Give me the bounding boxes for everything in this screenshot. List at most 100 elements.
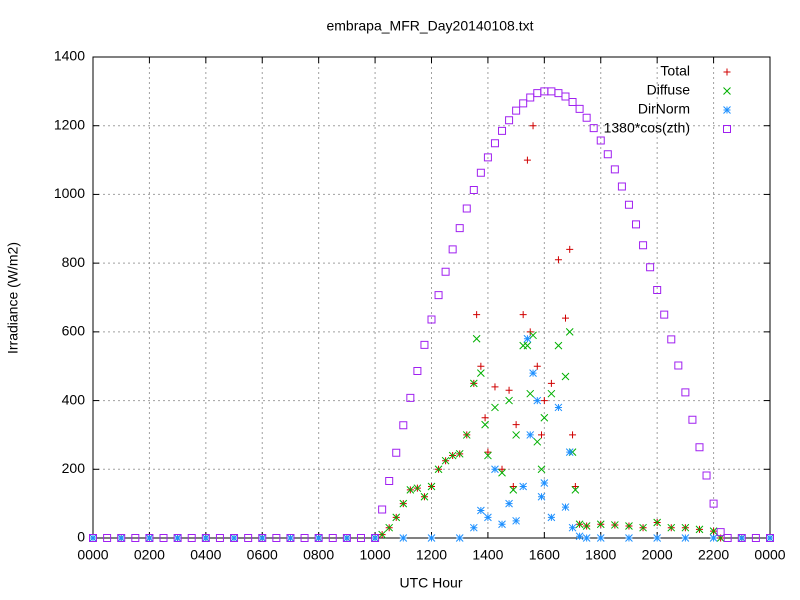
data-point: [540, 479, 549, 487]
data-point: [533, 89, 542, 98]
data-point: [519, 482, 528, 491]
y-tick-label: 600: [62, 323, 86, 339]
data-point: [230, 534, 238, 542]
data-point: [258, 534, 267, 542]
data-point: [481, 414, 489, 422]
data-point: [575, 104, 584, 113]
x-tick-label: 1600: [529, 547, 560, 563]
data-point: [554, 403, 563, 412]
data-point: [766, 534, 774, 542]
data-point: [561, 314, 569, 322]
data-point: [427, 315, 436, 324]
data-point: [537, 465, 546, 474]
data-point: [498, 520, 506, 529]
data-point: [568, 523, 577, 532]
data-point: [300, 534, 309, 542]
data-point: [582, 534, 591, 542]
y-tick-label: 1000: [54, 185, 85, 201]
data-point: [695, 525, 704, 534]
legend-label: 1380*cos(zth): [604, 120, 690, 136]
data-point: [617, 182, 626, 191]
y-tick-label: 200: [62, 460, 86, 476]
data-point: [498, 126, 507, 135]
data-point: [519, 99, 528, 108]
data-point: [477, 362, 485, 370]
data-point: [378, 505, 387, 514]
data-point: [674, 361, 683, 370]
y-tick-label: 1200: [54, 116, 85, 132]
data-point: [103, 534, 112, 542]
data-point: [653, 518, 662, 527]
data-point: [131, 534, 140, 542]
data-point: [159, 534, 168, 542]
data-point: [603, 150, 612, 159]
data-point: [537, 492, 546, 501]
y-tick-label: 1400: [54, 48, 85, 64]
data-point: [575, 520, 584, 529]
data-point: [455, 534, 464, 542]
data-point: [660, 310, 669, 319]
data-point: [639, 241, 648, 250]
data-point: [413, 367, 422, 376]
data-point: [571, 486, 580, 494]
data-point: [89, 534, 97, 542]
data-point: [117, 534, 126, 542]
data-point: [484, 513, 492, 522]
data-point: [477, 369, 485, 377]
data-point: [571, 482, 579, 490]
x-axis-label: UTC Hour: [399, 575, 462, 591]
data-point: [681, 523, 690, 532]
data-point: [473, 311, 481, 319]
data-point: [244, 534, 253, 542]
data-point: [145, 534, 154, 542]
data-point: [462, 431, 471, 439]
data-point: [625, 522, 633, 530]
data-point: [547, 389, 556, 398]
x-tick-label: 0600: [247, 547, 278, 563]
data-point: [406, 486, 415, 494]
data-point: [469, 523, 478, 532]
data-point: [523, 156, 531, 164]
data-point: [667, 523, 676, 532]
data-point: [512, 421, 520, 429]
data-point: [540, 397, 548, 405]
data-point: [286, 534, 295, 542]
y-tick-label: 0: [77, 529, 85, 545]
data-point: [596, 534, 605, 542]
x-tick-label: 1400: [472, 547, 503, 563]
data-point: [399, 499, 408, 508]
x-tick-label: 0000: [77, 547, 108, 563]
data-point: [554, 341, 563, 350]
data-point: [596, 520, 605, 529]
data-point: [582, 522, 591, 530]
data-point: [569, 431, 577, 439]
data-point: [737, 534, 746, 542]
data-point: [702, 471, 711, 480]
data-point: [509, 482, 517, 490]
x-tick-label: 0800: [303, 547, 334, 563]
y-tick-label: 400: [62, 391, 86, 407]
data-point: [483, 153, 492, 162]
data-point: [455, 224, 464, 233]
data-point: [173, 534, 182, 542]
data-point: [201, 534, 210, 542]
data-point: [472, 334, 481, 343]
data-point: [371, 534, 379, 542]
data-point: [566, 245, 574, 253]
data-point: [561, 372, 570, 381]
data-point: [639, 523, 647, 532]
data-point: [529, 122, 537, 130]
data-point: [737, 534, 746, 542]
data-point: [145, 534, 154, 542]
data-point: [392, 513, 401, 522]
data-point: [533, 362, 541, 370]
data-point: [681, 388, 690, 397]
data-point: [523, 334, 532, 343]
data-point: [371, 534, 380, 542]
data-point: [448, 451, 457, 460]
data-point: [509, 486, 518, 494]
x-tick-label: 0200: [134, 547, 165, 563]
data-point: [490, 139, 499, 148]
data-point: [230, 534, 239, 542]
data-point: [406, 393, 415, 402]
